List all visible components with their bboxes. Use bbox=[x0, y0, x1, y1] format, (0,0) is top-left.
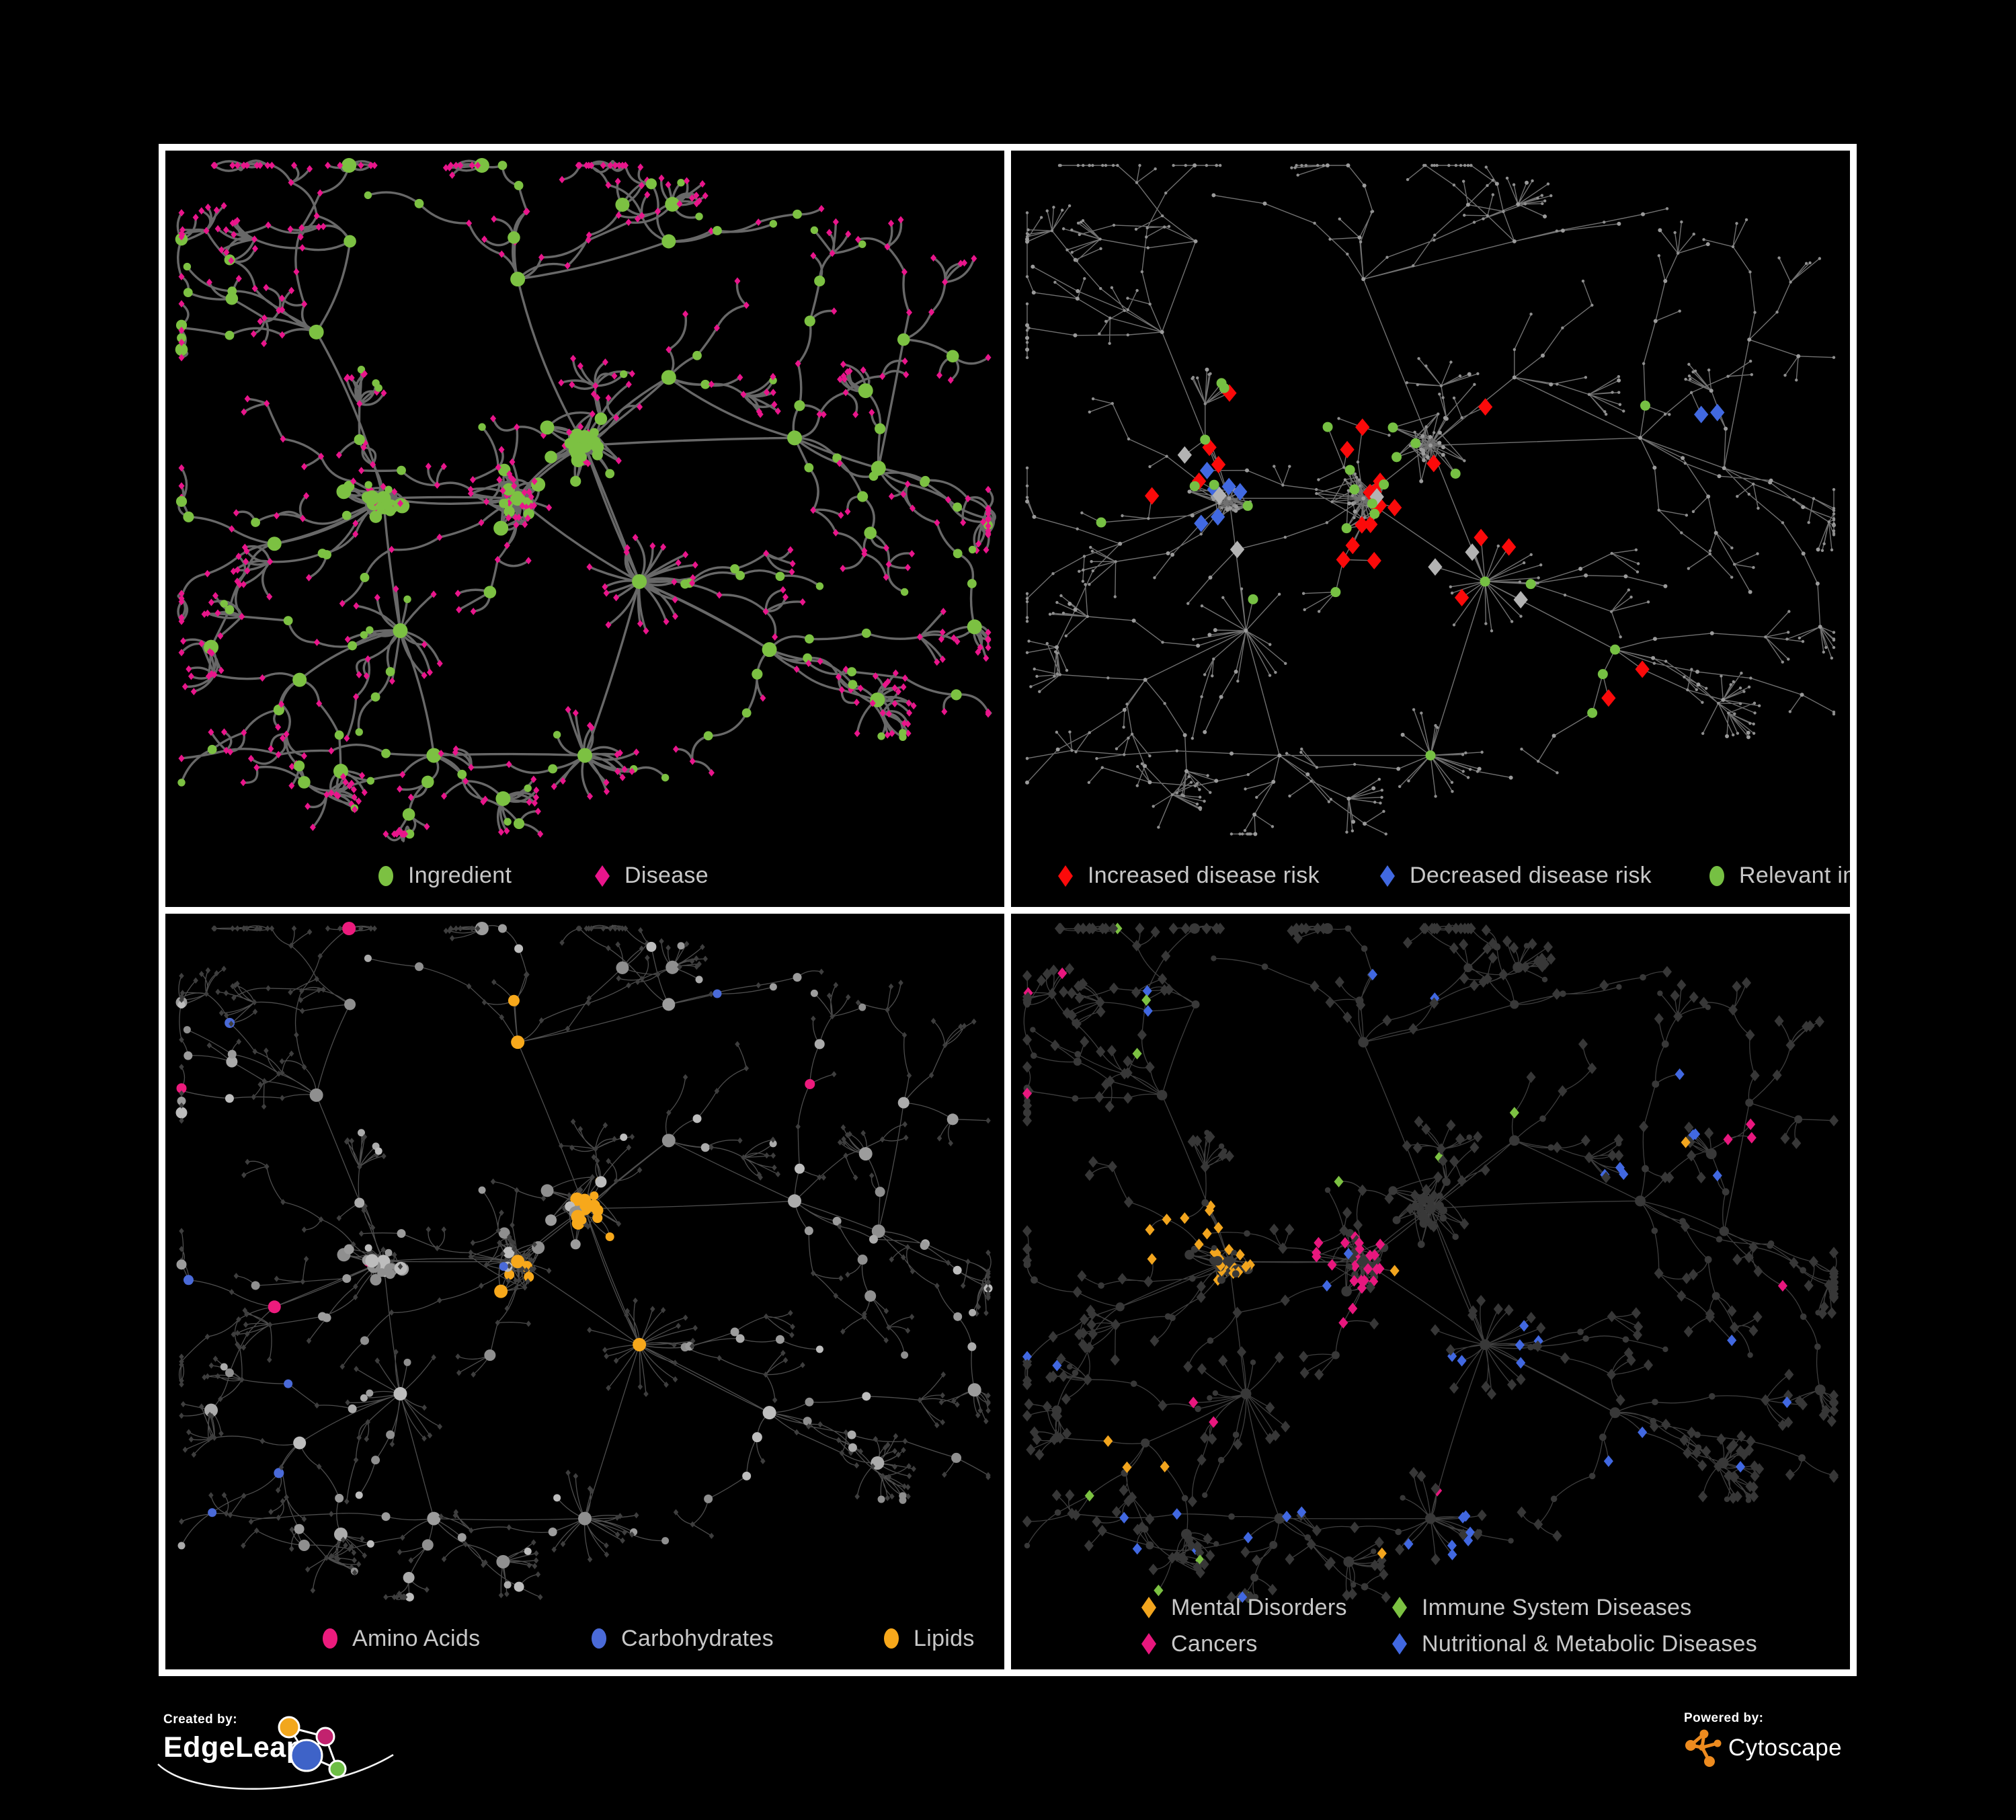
legend-label: Cancers bbox=[1171, 1630, 1258, 1657]
legend-item: Amino Acids bbox=[320, 1622, 480, 1655]
legend-item: Lipids bbox=[881, 1622, 975, 1655]
cytoscape-brand-row: Cytoscape bbox=[1684, 1728, 1973, 1768]
legend-item: Ingredient bbox=[376, 860, 512, 892]
panel-disease-risk-network: Increased disease risk Decreased disease… bbox=[1011, 151, 1850, 907]
ingredient-legend-icon bbox=[378, 865, 393, 886]
cancers-legend-icon bbox=[1141, 1633, 1156, 1655]
panel-disease-class-network: Mental Disorders Immune System Diseases … bbox=[1011, 913, 1850, 1669]
immune-system-diseases-legend-icon bbox=[1392, 1597, 1407, 1618]
legend-item: Relevant ingredient bbox=[1707, 860, 1850, 892]
edgeleap-brand-text: EdgeLeap bbox=[163, 1731, 305, 1764]
legend-item: Disease bbox=[592, 860, 709, 892]
legend-item: Immune System Diseases bbox=[1389, 1591, 1692, 1624]
network-graph-ingredient-disease bbox=[175, 158, 996, 842]
created-by-label: Created by: bbox=[163, 1712, 238, 1727]
legend-label: Disease bbox=[624, 863, 709, 888]
legend-item: Increased disease risk bbox=[1055, 860, 1320, 892]
created-by-block: Created by: EdgeLeap bbox=[157, 1712, 486, 1813]
legend-item: Nutritional & Metabolic Diseases bbox=[1389, 1628, 1757, 1660]
legend-item: Carbohydrates bbox=[589, 1622, 774, 1655]
lipids-legend-icon bbox=[884, 1628, 899, 1649]
network-graph-disease-risk bbox=[1025, 163, 1836, 836]
relevant-ingredient-legend-icon bbox=[1709, 865, 1724, 886]
legend-item: Cancers bbox=[1139, 1628, 1258, 1660]
legend-item: Decreased disease risk bbox=[1377, 860, 1652, 892]
powered-by-block: Powered by: Cytoscape bbox=[1684, 1711, 1973, 1792]
legend-label: Mental Disorders bbox=[1171, 1594, 1347, 1620]
legend-label: Immune System Diseases bbox=[1422, 1594, 1692, 1620]
amino-acids-legend-icon bbox=[323, 1628, 337, 1649]
legend-label: Increased disease risk bbox=[1088, 863, 1320, 888]
edgeleap-logo-icon bbox=[278, 1716, 347, 1778]
legend-label: Nutritional & Metabolic Diseases bbox=[1422, 1630, 1758, 1657]
edgeleap-swoosh-icon bbox=[157, 1753, 394, 1790]
mental-disorders-legend-icon bbox=[1141, 1597, 1156, 1618]
legend-label: Decreased disease risk bbox=[1410, 863, 1652, 888]
disease-legend-icon bbox=[595, 865, 610, 887]
legend-ingredient-disease: Ingredient Disease bbox=[165, 860, 1004, 892]
cytoscape-logo-icon bbox=[1685, 1729, 1722, 1767]
network-graph-nutrient-classes bbox=[175, 921, 993, 1601]
nutritional-metabolic-legend-icon bbox=[1392, 1633, 1407, 1655]
carbohydrates-legend-icon bbox=[592, 1628, 606, 1649]
panel-nutrient-class-network: Amino Acids Carbohydrates Lipids bbox=[165, 913, 1004, 1669]
network-graph-disease-classes bbox=[1022, 922, 1839, 1603]
legend-label: Lipids bbox=[914, 1625, 975, 1651]
decreased-risk-legend-icon bbox=[1380, 865, 1395, 887]
cytoscape-brand-text: Cytoscape bbox=[1728, 1735, 1842, 1761]
legend-nutrient-classes: Amino Acids Carbohydrates Lipids bbox=[165, 1622, 1004, 1655]
legend-label: Ingredient bbox=[408, 863, 512, 888]
legend-disease-classes: Mental Disorders Immune System Diseases … bbox=[1011, 1587, 1850, 1663]
legend-item: Mental Disorders bbox=[1139, 1591, 1347, 1624]
powered-by-label: Powered by: bbox=[1684, 1711, 1764, 1725]
increased-risk-legend-icon bbox=[1058, 865, 1073, 887]
legend-disease-risk: Increased disease risk Decreased disease… bbox=[1011, 860, 1850, 892]
panel-ingredient-disease-network: Ingredient Disease bbox=[165, 151, 1004, 907]
legend-label: Amino Acids bbox=[352, 1625, 481, 1651]
legend-label: Carbohydrates bbox=[621, 1625, 774, 1651]
panel-grid: Ingredient Disease Increased disease ris… bbox=[159, 144, 1857, 1676]
legend-label: Relevant ingredient bbox=[1739, 863, 1850, 888]
